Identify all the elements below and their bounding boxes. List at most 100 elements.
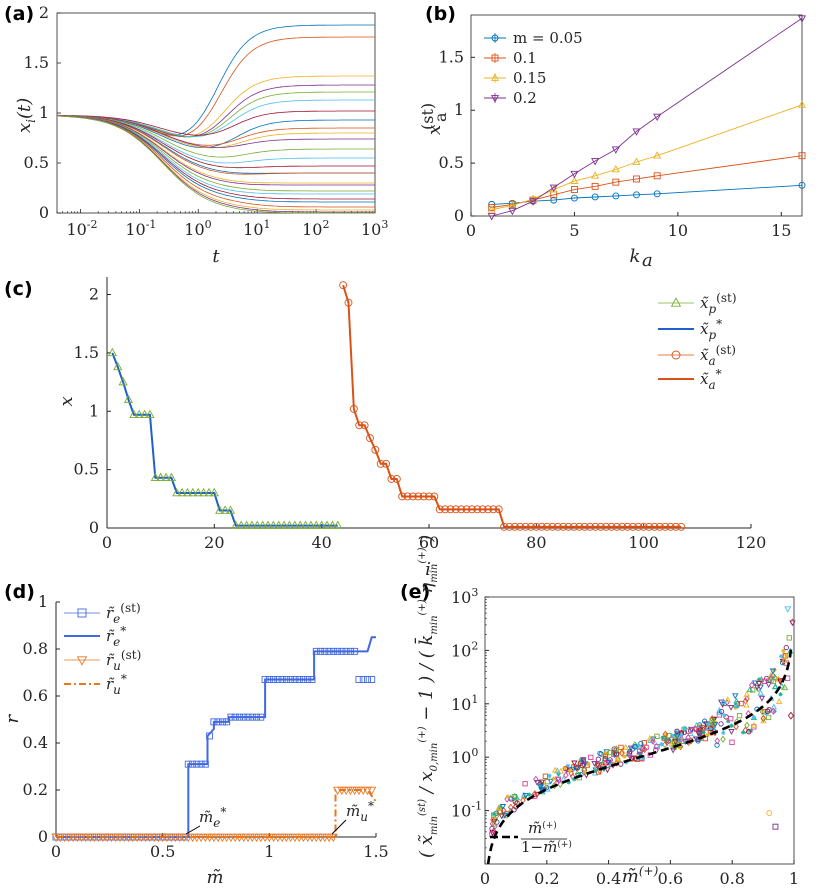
text-part: ( x̃ xyxy=(416,835,437,858)
panel-c-xa-point xyxy=(403,492,412,501)
panel-e-point xyxy=(714,737,721,745)
panel-c-xa-point xyxy=(398,492,407,501)
panel-e-point xyxy=(641,745,648,754)
text-part: (st) xyxy=(417,799,428,816)
panel-e-point xyxy=(575,763,581,772)
panel-a-series-line xyxy=(56,115,375,175)
panel-d-re-point xyxy=(227,713,235,721)
panel-a-xtick-label: 10-1 xyxy=(125,218,156,239)
text-part: ) xyxy=(416,535,437,548)
panel-b-ytick-label: 1.5 xyxy=(439,47,464,66)
panel-e-point xyxy=(501,812,509,819)
panel-e-point xyxy=(571,760,578,767)
panel-c-xa-point xyxy=(537,522,546,531)
panel-e-point xyxy=(552,766,559,773)
panel-b-point xyxy=(529,198,538,206)
panel-e-point xyxy=(611,746,617,752)
panel-c-xlabel: i xyxy=(425,559,431,580)
text-part: u xyxy=(360,810,368,824)
panel-e-point xyxy=(781,683,789,691)
panel-d-re-point xyxy=(295,676,303,683)
panel-c-xp-point xyxy=(225,505,236,514)
panel-e-point xyxy=(757,689,764,696)
panel-a-series-line xyxy=(56,115,375,208)
panel-b-series-line xyxy=(491,104,803,211)
panel-b-point xyxy=(570,194,578,202)
panel-e-point xyxy=(720,698,727,704)
panel-c-xp-point xyxy=(107,347,117,357)
text-part: 10 xyxy=(451,802,471,821)
panel-e-point xyxy=(636,743,643,750)
panel-c-xp-point xyxy=(241,520,252,529)
panel-e-point xyxy=(718,721,724,727)
panel-e-point xyxy=(654,743,660,750)
panel-d-ytick-label: 1 xyxy=(38,592,48,611)
panel-e-point xyxy=(603,750,608,756)
text-part: * xyxy=(120,624,126,638)
panel-d-re-point xyxy=(368,676,376,683)
panel-e-point xyxy=(764,711,769,716)
panel-d-re-point xyxy=(223,718,231,726)
panel-b-point xyxy=(611,146,620,154)
panel-d-annotation-mu: m̃u* xyxy=(346,799,374,824)
text-part: min xyxy=(429,564,440,583)
panel-d-re-point xyxy=(364,676,371,683)
panel-a-series-line xyxy=(56,115,375,158)
panel-c-xa-point xyxy=(478,505,487,514)
panel-d-re-point xyxy=(265,676,273,683)
panel-b-legend-label: 0.2 xyxy=(513,89,537,107)
panel-d-xtick-label: 0.5 xyxy=(150,842,175,861)
panel-e-point xyxy=(614,759,620,767)
panel-c-xp-point xyxy=(290,520,300,529)
text-part: − 1 ) / ( k̄ xyxy=(413,635,437,727)
panel-e-point xyxy=(777,679,784,686)
panel-c-xp-point xyxy=(113,361,123,371)
panel-d-re-point xyxy=(329,647,337,655)
panel-d-ytick-label: 0.4 xyxy=(23,733,48,752)
panel-d-re-point xyxy=(334,647,342,655)
text-part: 10 xyxy=(125,220,145,239)
panel-e-point xyxy=(613,745,620,753)
panel-d-re-point xyxy=(308,676,316,683)
text-part: 10 xyxy=(451,588,471,607)
text-part: (+) xyxy=(417,599,428,615)
panel-c-xa-point xyxy=(591,522,600,531)
panel-label-b: (b) xyxy=(425,3,456,25)
panel-e-point xyxy=(490,812,497,818)
panel-d-annotation-me: m̃e* xyxy=(199,805,226,830)
text-part: 10 xyxy=(361,220,381,239)
panel-c-xa-point xyxy=(655,522,664,531)
panel-c-legend-label: x̃a* xyxy=(700,367,722,392)
panel-e-point xyxy=(600,760,608,767)
panel-e-point xyxy=(740,730,746,735)
panel-a-xtick-label: 103 xyxy=(361,218,388,239)
panel-e-point xyxy=(637,748,643,755)
panel-e-ytick-label: 102 xyxy=(451,639,478,660)
panel-e-point xyxy=(663,732,669,738)
panel-c-xa-point xyxy=(366,434,374,443)
panel-e-point xyxy=(733,697,740,704)
panel-e-point xyxy=(783,644,789,651)
panel-c-xtick-label: 60 xyxy=(419,533,439,552)
panel-e-point xyxy=(759,708,766,716)
panel-e-ytick-label: 103 xyxy=(451,586,478,607)
panel-e-point xyxy=(627,745,635,752)
panel-e-point xyxy=(720,735,726,743)
panel-e-point xyxy=(554,767,561,774)
text-part: (+) xyxy=(557,839,572,850)
text-part: x̃ xyxy=(700,320,709,338)
panel-d-re-point xyxy=(210,718,218,726)
panel-b-legend-label: 0.1 xyxy=(513,49,537,67)
panel-c-xa-point xyxy=(548,522,557,531)
panel-c-xp-point xyxy=(204,487,214,497)
panel-b-point xyxy=(550,196,558,204)
panel-e-point xyxy=(556,771,561,777)
panel-e-point xyxy=(685,733,691,742)
panel-c-xp-point xyxy=(333,520,343,529)
panel-d-re-point xyxy=(291,676,299,683)
panel-e-point xyxy=(632,743,638,750)
panel-b-point xyxy=(653,190,661,198)
panel-b-ylabel-sub: a xyxy=(431,112,450,122)
panel-e-point xyxy=(758,695,766,702)
panel-e-point xyxy=(533,775,539,783)
